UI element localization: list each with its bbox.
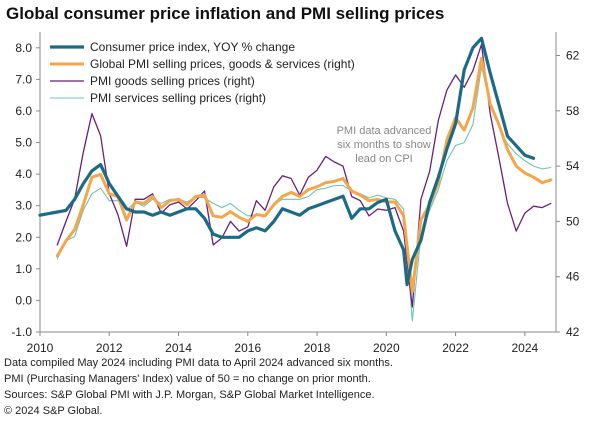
y-left-tick-label: 1.0 bbox=[15, 262, 32, 276]
y-left-tick-label: 5.0 bbox=[15, 136, 32, 150]
footer-notes: Data compiled May 2024 including PMI dat… bbox=[4, 355, 393, 419]
x-tick-label: 2016 bbox=[234, 341, 261, 355]
y-left-tick-label: 6.0 bbox=[15, 104, 32, 118]
legend-label: Global PMI selling prices, goods & servi… bbox=[90, 57, 355, 71]
y-left-tick-label: 2.0 bbox=[15, 230, 32, 244]
x-tick-label: 2024 bbox=[511, 341, 538, 355]
legend: Consumer price index, YOY % change Global… bbox=[50, 40, 355, 105]
footer-note-compiled: Data compiled May 2024 including PMI dat… bbox=[4, 357, 393, 369]
y-right-tick-label: 58 bbox=[566, 104, 580, 118]
series-line-cpi bbox=[38, 36, 536, 287]
footer-note-pmi-definition: PMI (Purchasing Managers' Index) value o… bbox=[4, 373, 371, 385]
annotation: PMI data advanced six months to show lead … bbox=[337, 125, 432, 165]
annotation-line: six months to show bbox=[337, 139, 431, 151]
x-tick-label: 2020 bbox=[373, 341, 400, 355]
annotation-line: lead on CPI bbox=[355, 153, 412, 165]
x-tick-label: 2012 bbox=[96, 341, 123, 355]
y-right-tick-label: 46 bbox=[566, 270, 580, 284]
chart-title: Global consumer price inflation and PMI … bbox=[6, 4, 445, 23]
y-right-tick-label: 62 bbox=[566, 49, 580, 63]
legend-label: Consumer price index, YOY % change bbox=[90, 40, 295, 54]
y-right-tick-label: 42 bbox=[566, 325, 580, 339]
series-line-pmi-goods bbox=[56, 43, 552, 308]
x-tick-label: 2022 bbox=[442, 341, 469, 355]
x-tick-label: 2018 bbox=[304, 341, 331, 355]
x-tick-label: 2014 bbox=[165, 341, 192, 355]
y-left-tick-label: -1.0 bbox=[11, 325, 32, 339]
axes: 2010 2012 2014 2016 2018 2020 2022 2024 8.0 7.0 6.… bbox=[11, 32, 580, 355]
series-lines bbox=[38, 36, 553, 322]
y-left-tick-label: 8.0 bbox=[15, 41, 32, 55]
y-left-tick-label: 0.0 bbox=[15, 293, 32, 307]
x-tick-label: 2010 bbox=[27, 341, 54, 355]
footer-copyright: © 2024 S&P Global. bbox=[4, 405, 103, 417]
legend-label: PMI goods selling prices (right) bbox=[90, 74, 255, 88]
y-left-tick-label: 3.0 bbox=[15, 199, 32, 213]
line-chart: 2010 2012 2014 2016 2018 2020 2022 2024 8.0 7.0 6.… bbox=[11, 32, 580, 355]
annotation-line: PMI data advanced bbox=[337, 125, 432, 137]
footer-note-sources: Sources: S&P Global PMI with J.P. Morgan… bbox=[4, 389, 375, 401]
series-line-pmi-total bbox=[55, 56, 553, 294]
y-right-tick-label: 54 bbox=[566, 159, 580, 173]
y-left-tick-label: 7.0 bbox=[15, 72, 32, 86]
legend-label: PMI services selling prices (right) bbox=[90, 91, 266, 105]
y-right-tick-label: 50 bbox=[566, 214, 580, 228]
y-left-tick-label: 4.0 bbox=[15, 167, 32, 181]
